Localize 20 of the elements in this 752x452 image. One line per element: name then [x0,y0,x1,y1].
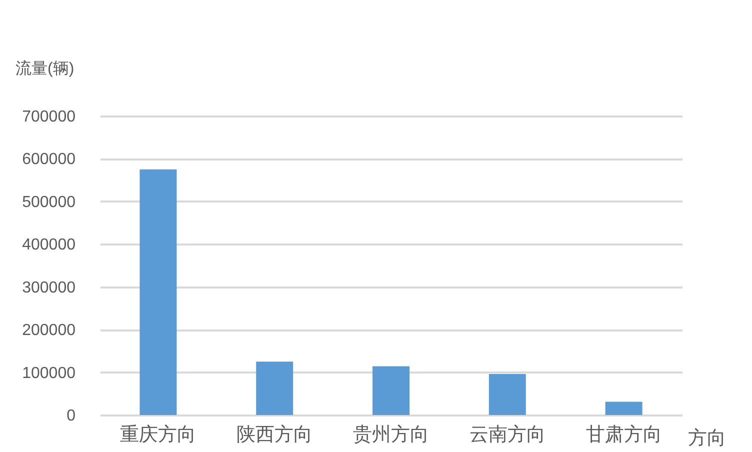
x-tick-label: 云南方向 [469,424,546,446]
y-tick-label: 300000 [22,279,76,296]
bar [372,366,410,415]
x-tick-label: 贵州方向 [353,424,429,446]
y-tick-label: 700000 [22,108,76,126]
y-tick-label: 500000 [22,194,76,211]
x-tick-label: 陕西方向 [236,424,313,446]
y-axis-title: 流量(辆) [16,60,74,78]
text: 方向 [688,427,726,449]
bar [140,169,177,415]
bar [605,402,642,415]
y-tick-label: 200000 [22,322,76,340]
y-tick-label: 600000 [22,151,76,168]
y-tick-label: 400000 [22,236,76,254]
bar [488,374,526,415]
bar [256,362,294,415]
y-tick-label: 100000 [22,364,76,382]
x-tick-label: 重庆方向 [120,424,196,446]
x-tick-label: 甘肃方向 [586,424,662,446]
y-tick-label: 0 [66,408,76,424]
